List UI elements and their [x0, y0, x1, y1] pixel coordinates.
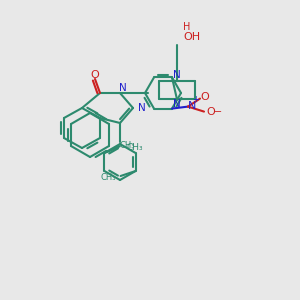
- Text: N: N: [188, 100, 196, 111]
- Text: CH₃: CH₃: [126, 142, 143, 152]
- Text: O: O: [91, 70, 99, 80]
- Text: N: N: [173, 70, 181, 80]
- Text: N: N: [138, 103, 146, 113]
- Text: +: +: [193, 95, 200, 104]
- Text: CH₃: CH₃: [100, 173, 116, 182]
- Text: N: N: [173, 99, 181, 110]
- Text: N: N: [119, 83, 127, 93]
- Text: −: −: [214, 106, 222, 117]
- Text: O: O: [201, 92, 209, 102]
- Text: H: H: [183, 22, 190, 32]
- Text: OH: OH: [183, 32, 200, 42]
- Text: O: O: [207, 106, 215, 117]
- Text: CH₃: CH₃: [120, 140, 135, 149]
